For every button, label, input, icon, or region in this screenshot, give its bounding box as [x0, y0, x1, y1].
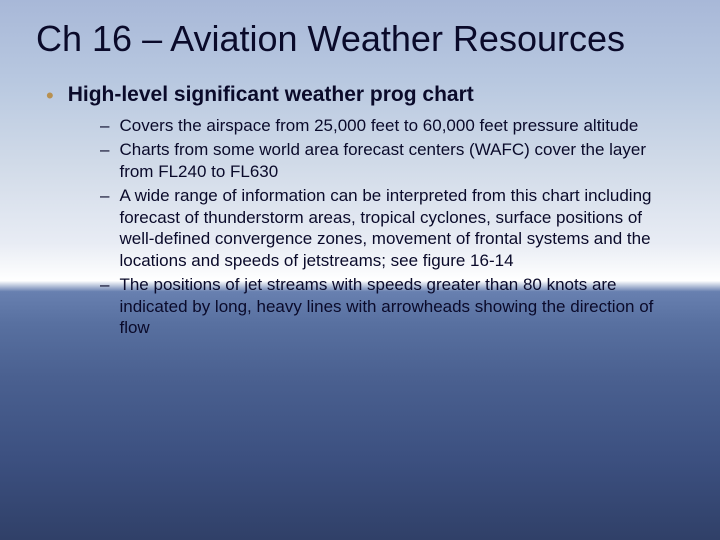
sub-bullet-item: – Covers the airspace from 25,000 feet t… [100, 115, 664, 137]
bullet-main: • High-level significant weather prog ch… [46, 83, 684, 107]
bullet-dot-icon: • [46, 85, 54, 107]
sub-bullet-text: Charts from some world area forecast cen… [119, 139, 664, 183]
sub-bullet-item: – The positions of jet streams with spee… [100, 274, 664, 339]
sub-bullet-list: – Covers the airspace from 25,000 feet t… [100, 115, 664, 339]
sub-bullet-text: A wide range of information can be inter… [119, 185, 664, 272]
sub-bullet-text: Covers the airspace from 25,000 feet to … [119, 115, 638, 137]
sub-bullet-text: The positions of jet streams with speeds… [119, 274, 664, 339]
slide-container: Ch 16 – Aviation Weather Resources • Hig… [0, 0, 720, 540]
bullet-main-text: High-level significant weather prog char… [68, 83, 474, 107]
slide-title: Ch 16 – Aviation Weather Resources [36, 18, 684, 59]
dash-icon: – [100, 274, 109, 296]
dash-icon: – [100, 185, 109, 207]
dash-icon: – [100, 139, 109, 161]
dash-icon: – [100, 115, 109, 137]
sub-bullet-item: – A wide range of information can be int… [100, 185, 664, 272]
sub-bullet-item: – Charts from some world area forecast c… [100, 139, 664, 183]
